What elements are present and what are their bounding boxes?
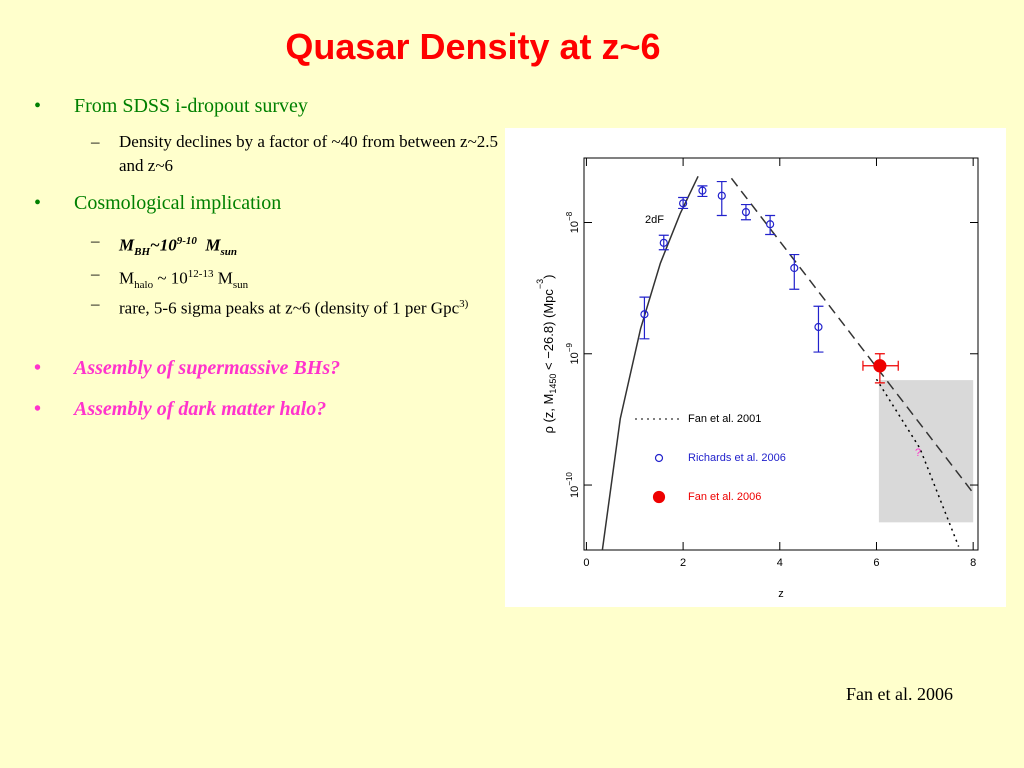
data-point: [659, 238, 668, 247]
data-point: [814, 322, 823, 332]
text: rare, 5-6 sigma peaks at z~6 (density of…: [119, 298, 460, 318]
label-part: 1450: [548, 374, 558, 394]
x-axis-label: z: [778, 588, 784, 600]
text: BH: [134, 246, 151, 259]
x-tick-label: 8: [970, 557, 976, 569]
error-bar: [813, 305, 824, 353]
bullet-text: Assembly of supermassive BHs?: [74, 357, 341, 379]
data-point: [873, 359, 887, 373]
annotation: 2dF: [645, 214, 664, 226]
sub-bullet: – Mhalo ~ 1012-13 Msun: [91, 264, 249, 292]
line-series: [601, 175, 699, 551]
sub-bullet: – rare, 5-6 sigma peaks at z~6 (density o…: [91, 294, 469, 318]
text: ~ 10: [153, 268, 188, 288]
legend-label: Fan et al. 2001: [688, 413, 761, 425]
label-part: ): [541, 274, 556, 278]
bullet-text: Cosmological implication: [74, 192, 282, 214]
x-tick-label: 0: [583, 557, 589, 569]
text: 9-10: [176, 235, 197, 247]
data-point: [640, 310, 649, 319]
legend-label: Richards et al. 2006: [688, 452, 786, 464]
y-tick-label: 10−9: [565, 343, 581, 365]
tick-exp: −9: [565, 343, 574, 353]
text: M: [213, 268, 233, 288]
x-tick-label: 4: [777, 557, 783, 569]
error-bar: [716, 180, 727, 217]
data-point: [766, 220, 775, 229]
error-bar: [740, 203, 751, 221]
data-point: [698, 186, 707, 195]
label-part: −3: [535, 279, 545, 289]
x-tick-label: 6: [873, 557, 879, 569]
x-tick-label: 2: [680, 557, 686, 569]
y-tick-label: 10−8: [565, 211, 581, 233]
text: 3): [459, 298, 469, 310]
text: sun: [232, 279, 249, 292]
y-axis-label: ρ (z, M1450 < −26.8) (Mpc−3): [535, 274, 558, 433]
text: 12-13: [187, 268, 214, 280]
bullet-text: Assembly of dark matter halo?: [74, 398, 327, 420]
data-point: [741, 208, 751, 217]
highlight-region: [878, 380, 974, 523]
text: ~10: [150, 235, 177, 255]
legend-swatch: [654, 453, 664, 463]
legend-swatch: [652, 490, 666, 504]
sub-bullet: – MBH~109-10 Msun: [91, 231, 238, 259]
bullet-text: From SDSS i-dropout survey: [74, 95, 308, 117]
data-point: [717, 191, 726, 200]
label-part: ρ (z, M: [541, 394, 556, 434]
text: M: [119, 268, 135, 288]
error-bar: [658, 234, 669, 251]
tick-exp: −8: [565, 211, 574, 221]
label-part: < −26.8) (Mpc: [541, 289, 556, 374]
data-point: [679, 199, 688, 208]
bullet-text: Density declines by a factor of ~40 from…: [119, 132, 499, 175]
text: halo: [134, 279, 154, 292]
slide-title: Quasar Density at z~6: [285, 26, 661, 67]
bullet: • From SDSS i-dropout survey: [34, 95, 308, 117]
sub-bullet: – Density declines by a factor of ~40 fro…: [91, 132, 499, 175]
bullet: • Cosmological implication: [34, 192, 282, 214]
line-series: [730, 177, 974, 494]
tick-base: 10: [569, 486, 581, 498]
bullet: • Assembly of dark matter halo?: [34, 398, 327, 420]
legend-label: Fan et al. 2006: [688, 491, 761, 503]
text: M: [119, 235, 135, 255]
text: M: [205, 235, 221, 255]
bullet: • Assembly of supermassive BHs?: [34, 357, 341, 379]
text: sun: [220, 246, 238, 259]
tick-base: 10: [569, 221, 581, 233]
annotation: ?: [915, 447, 921, 459]
tick-base: 10: [569, 352, 581, 364]
data-point: [790, 263, 799, 273]
credit: Fan et al. 2006: [846, 684, 953, 704]
y-tick-label: 10−10: [565, 472, 581, 498]
tick-exp: −10: [565, 472, 574, 486]
error-bar: [765, 214, 776, 236]
